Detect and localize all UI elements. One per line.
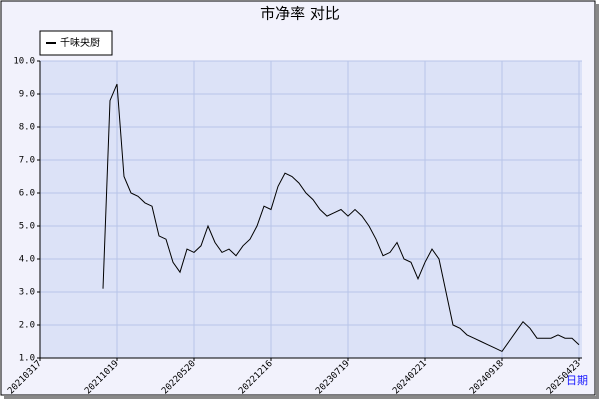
y-tick-label: 10.0 [13,57,35,67]
series-line [102,83,580,353]
chart-title: 市净率 对比 [260,5,340,23]
y-tick-label: 8.0 [19,123,35,133]
y-tick-label: 3.0 [19,288,35,298]
frame-shadow [4,396,599,399]
plot-area [40,61,582,358]
y-tick-label: 1.0 [19,354,35,364]
y-tick-label: 6.0 [19,189,35,199]
frame-shadow [596,4,599,398]
y-tick-label: 9.0 [19,90,35,100]
y-tick-label: 4.0 [19,255,35,265]
x-axis-label: 日期 [566,374,588,387]
y-tick-label: 2.0 [19,321,35,331]
y-tick-label: 5.0 [19,222,35,232]
legend-label: 千味央厨 [60,36,100,49]
y-tick-label: 7.0 [19,156,35,166]
